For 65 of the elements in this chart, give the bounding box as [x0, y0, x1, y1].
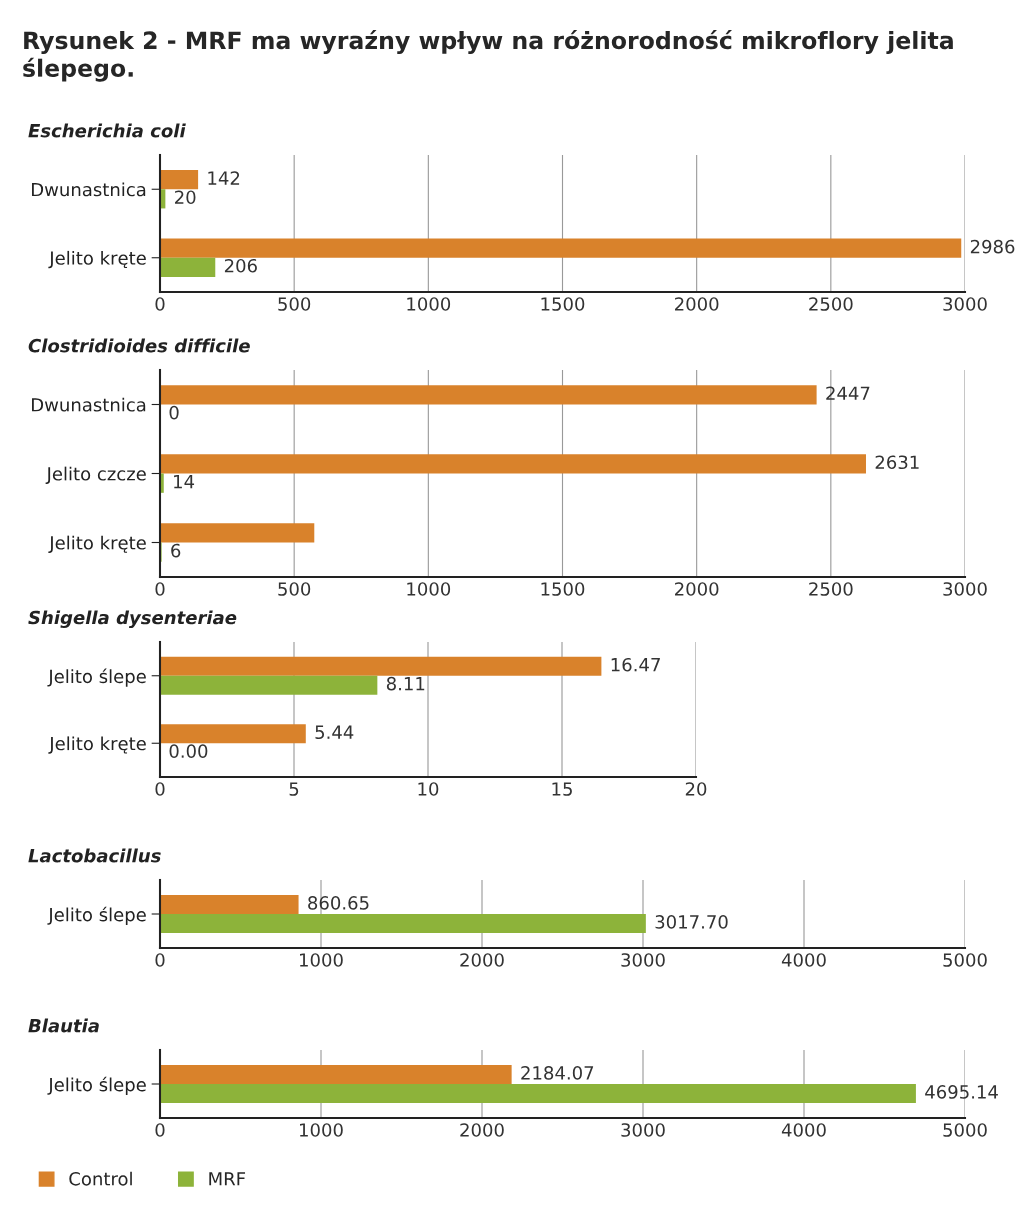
x-tick-label: 0: [155, 953, 165, 967]
data-label: 3017.70: [655, 915, 728, 929]
legend-label: Control: [69, 1171, 132, 1186]
x-tick-label: 2000: [460, 953, 504, 967]
x-tick-label: 20: [685, 782, 707, 796]
data-label: 8.11: [386, 676, 425, 691]
x-tick-label: 1000: [407, 582, 451, 596]
x-tick-label: 2500: [809, 297, 853, 311]
y-tick-label: Jelito czcze: [45, 466, 146, 484]
x-tick-label: 1500: [541, 297, 585, 311]
data-label: 206: [224, 258, 257, 273]
x-tick-label: 2000: [460, 1123, 504, 1137]
data-label: 0.00: [169, 744, 208, 758]
data-label: 14: [174, 474, 195, 489]
x-tick-label: 2500: [809, 582, 853, 596]
data-label: 2986: [970, 239, 1015, 254]
chart-subtitle: Shigella dysenteriae: [28, 610, 237, 628]
x-tick-label: 500: [278, 582, 311, 596]
x-tick-label: 5: [289, 782, 299, 796]
y-tick-label: Jelito ślepe: [47, 906, 146, 925]
legend-label: MRF: [209, 1172, 246, 1186]
x-tick-label: 1000: [300, 953, 343, 967]
x-tick-label: 15: [552, 782, 572, 796]
data-label: 5.44: [315, 725, 354, 740]
data-label: 2631: [875, 455, 919, 470]
chart-subtitle: Clostridioides difficile: [28, 338, 250, 353]
data-label: 860.65: [308, 896, 369, 910]
x-tick-label: 3000: [943, 297, 987, 311]
data-label: 4695.14: [925, 1085, 998, 1099]
chart-subtitle: Lactobacillus: [28, 848, 161, 863]
x-tick-label: 2000: [675, 582, 719, 596]
y-tick-label: Dwunastnica: [32, 397, 146, 412]
x-tick-label: 3000: [943, 582, 987, 596]
x-tick-label: 4000: [781, 1123, 826, 1137]
x-tick-label: 2000: [675, 297, 719, 311]
y-tick-label: Jelito ślepe: [47, 1076, 146, 1095]
y-tick-label: Jelito kręte: [48, 535, 146, 553]
chart-subtitle: Escherichia coli: [28, 123, 186, 138]
x-tick-label: 5000: [943, 953, 987, 967]
x-tick-label: 1000: [407, 297, 451, 311]
x-tick-label: 0: [155, 582, 165, 596]
x-tick-label: 1500: [541, 582, 585, 596]
x-tick-label: 0: [155, 1123, 165, 1137]
x-tick-label: 0: [155, 782, 165, 796]
data-label: 2184.07: [521, 1066, 594, 1080]
data-label: 6: [171, 543, 181, 558]
y-tick-label: Jelito kręte: [48, 736, 146, 754]
x-tick-label: 10: [418, 782, 439, 796]
chart-subtitle: Blautia: [28, 1018, 99, 1033]
data-label: 16.47: [611, 657, 660, 672]
data-label: 20: [175, 190, 196, 205]
x-tick-label: 1000: [300, 1123, 343, 1137]
data-label: 2447: [826, 386, 870, 400]
y-tick-label: Jelito ślepe: [47, 668, 146, 687]
data-label: 142: [208, 171, 240, 185]
y-tick-label: Dwunastnica: [32, 182, 146, 197]
x-tick-label: 5000: [943, 1123, 987, 1137]
x-tick-label: 0: [155, 297, 165, 311]
x-tick-label: 4000: [781, 953, 826, 967]
x-tick-label: 3000: [621, 953, 665, 967]
chart-title: Rysunek 2 - MRF ma wyraźny wpływ na różnorodność mikroflory jelita ślepego.: [23, 30, 953, 82]
x-tick-label: 500: [278, 297, 311, 311]
data-label: 0: [169, 405, 179, 420]
y-tick-label: Jelito kręte: [48, 250, 146, 269]
x-tick-label: 3000: [621, 1123, 665, 1137]
